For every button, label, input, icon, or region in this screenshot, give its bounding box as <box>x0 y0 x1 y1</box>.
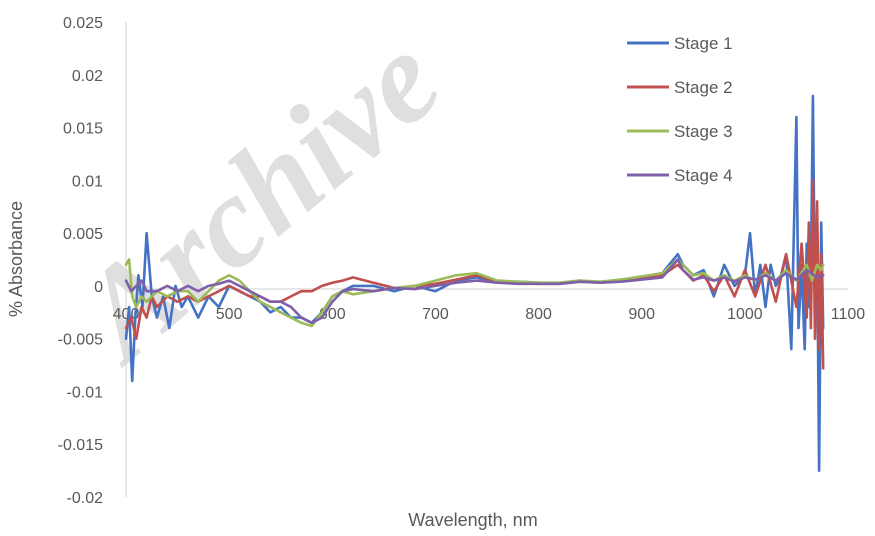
y-tick-label: 0.025 <box>63 15 103 32</box>
x-axis-title: Wavelength, nm <box>408 510 537 530</box>
y-tick-labels: -0.02 -0.015 -0.01 -0.005 0 0.005 0.01 0.015 0.0… <box>58 15 103 507</box>
series-line-2 <box>124 179 825 370</box>
y-axis-title: % Absorbance <box>6 201 26 317</box>
y-tick-label: 0.01 <box>72 173 103 190</box>
legend-label: Stage 1 <box>674 34 733 53</box>
x-tick-label: 1100 <box>831 306 866 323</box>
y-tick-label: -0.01 <box>67 384 104 401</box>
series-layer <box>124 94 825 472</box>
x-tick-label: 1000 <box>727 306 763 323</box>
y-tick-label: 0.015 <box>63 121 103 138</box>
y-tick-label: -0.02 <box>67 490 104 507</box>
legend-label: Stage 4 <box>674 166 733 185</box>
y-tick-label: 0.02 <box>72 68 103 85</box>
y-tick-label: -0.005 <box>58 332 103 349</box>
x-tick-label: 700 <box>422 306 449 323</box>
legend: Stage 1 Stage 2 Stage 3 Stage 4 <box>627 34 733 185</box>
x-tick-label: 500 <box>216 306 243 323</box>
y-tick-label: 0.005 <box>63 226 103 243</box>
y-tick-label: 0 <box>94 279 103 296</box>
series-line-4 <box>124 258 825 325</box>
watermark-text: Archive <box>48 7 467 391</box>
x-tick-label: 900 <box>628 306 655 323</box>
legend-label: Stage 2 <box>674 78 733 97</box>
x-tick-labels: 400 500 600 700 800 900 1000 1100 <box>113 306 866 323</box>
x-tick-label: 800 <box>525 306 552 323</box>
legend-label: Stage 3 <box>674 122 733 141</box>
y-tick-label: -0.015 <box>58 437 103 454</box>
